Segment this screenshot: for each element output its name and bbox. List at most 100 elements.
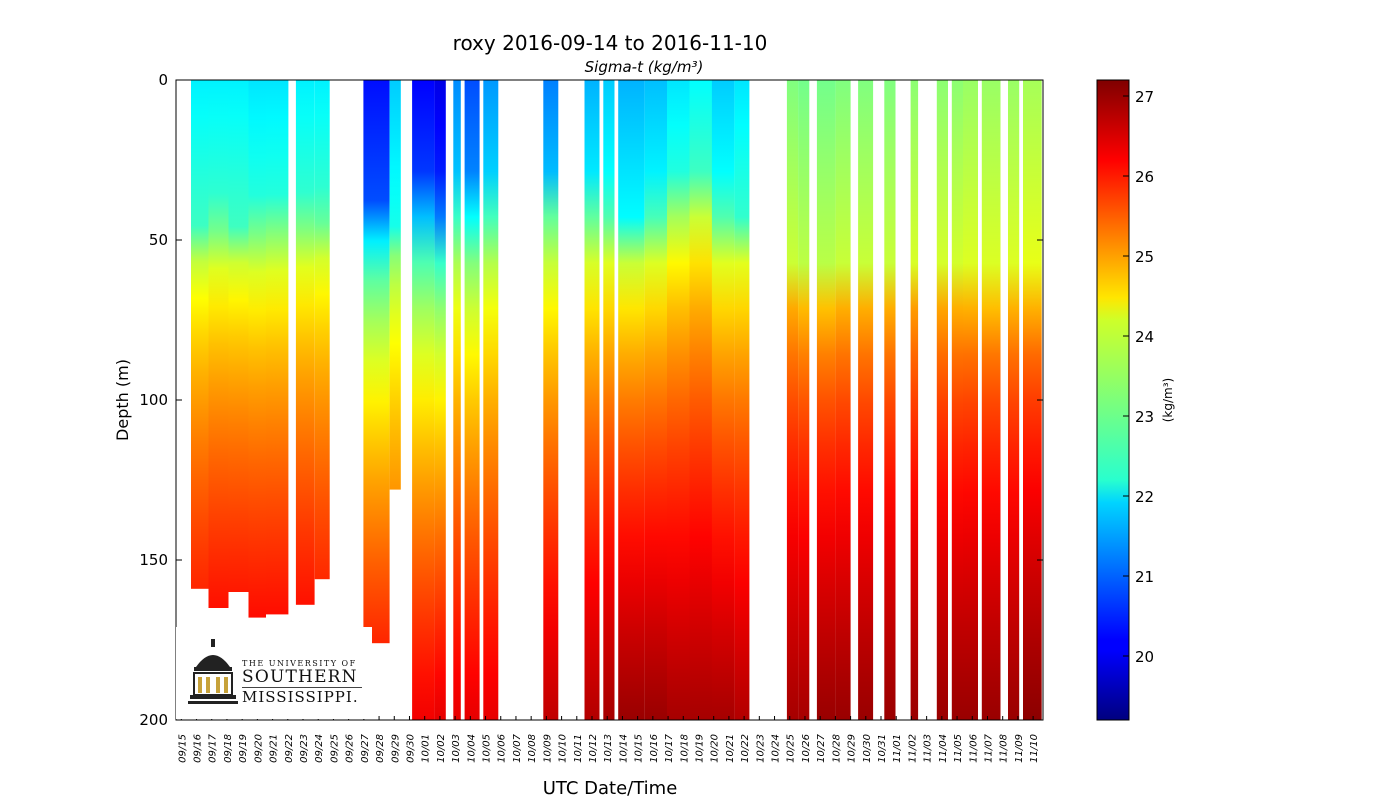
colorbar <box>1096 79 1130 721</box>
x-tick-label: 10/19 <box>695 734 706 763</box>
profile-segment <box>363 80 390 644</box>
y-tick-label: 200 <box>139 711 168 729</box>
profile-segment <box>191 80 209 589</box>
profile-segment <box>543 80 559 720</box>
x-tick-label: 11/01 <box>892 734 903 763</box>
x-tick-label: 11/07 <box>984 733 995 762</box>
x-tick-label: 09/26 <box>345 734 356 763</box>
x-tick-label: 09/16 <box>193 734 204 763</box>
x-tick-label: 10/23 <box>755 734 766 763</box>
x-tick-label: 10/06 <box>497 734 508 763</box>
profile-segment <box>464 80 480 720</box>
profile-segment <box>734 80 750 720</box>
x-tick-label: 11/10 <box>1029 734 1040 763</box>
x-tick-label: 09/28 <box>375 734 386 763</box>
profile-segment <box>618 80 645 720</box>
x-tick-label: 10/12 <box>588 734 599 763</box>
colorbar-label: (kg/m³) <box>1161 378 1175 422</box>
plot-area <box>191 80 1042 720</box>
x-tick-label: 10/22 <box>740 734 751 763</box>
profile-segment <box>884 80 896 720</box>
y-tick-label: 50 <box>149 231 168 249</box>
x-tick-label: 11/04 <box>938 734 949 763</box>
x-axis: 09/15 09/16 09/17 09/18 09/19 09/20 09/21 09/22… <box>177 716 1040 763</box>
profile-segment <box>228 80 249 592</box>
profile-segment <box>265 80 289 615</box>
chart-subtitle: Sigma-t (kg/m³) <box>585 58 704 76</box>
profile-segment <box>667 80 690 720</box>
x-tick-label: 09/30 <box>406 734 417 763</box>
profile-segment <box>1008 80 1020 720</box>
profile-segment <box>689 80 712 720</box>
colorbar-tick-label: 25 <box>1135 248 1154 266</box>
colorbar-tick-label: 20 <box>1135 648 1154 666</box>
logo-line-1: THE UNIVERSITY OF <box>242 659 357 668</box>
x-tick-label: 10/17 <box>664 733 675 762</box>
x-tick-label: 09/19 <box>238 734 249 763</box>
logo-wordmark: THE UNIVERSITY OF SOUTHERN MISSISSIPPI. <box>242 659 362 705</box>
profile-segment <box>910 80 919 720</box>
x-tick-label: 09/24 <box>314 734 325 763</box>
x-tick-label: 10/08 <box>527 734 538 763</box>
x-tick-label: 10/31 <box>877 734 888 763</box>
profile-segment <box>208 80 229 608</box>
colorbar-ticks: 20 21 22 23 24 25 26 27 <box>1123 88 1154 666</box>
x-tick-label: 09/23 <box>299 734 310 763</box>
x-tick-label: 11/09 <box>1014 734 1025 763</box>
x-tick-label: 11/03 <box>923 734 934 763</box>
x-tick-label: 10/05 <box>482 734 493 763</box>
x-tick-label: 10/02 <box>436 734 447 763</box>
x-tick-label: 10/24 <box>771 734 782 763</box>
x-tick-label: 09/21 <box>269 734 280 763</box>
logo-line-2: SOUTHERN <box>242 667 358 687</box>
colorbar-tick-label: 26 <box>1135 168 1154 186</box>
x-tick-label: 10/18 <box>679 734 690 763</box>
x-tick-label: 10/14 <box>618 734 629 763</box>
x-tick-label: 10/03 <box>451 734 462 763</box>
logo-line-3: MISSISSIPPI. <box>242 688 359 706</box>
profile-segment <box>412 80 435 720</box>
x-tick-label: 10/10 <box>558 734 569 763</box>
x-tick-label: 10/25 <box>786 734 797 763</box>
x-tick-label: 10/27 <box>816 733 827 762</box>
profile-segment <box>314 80 330 580</box>
profile-segment <box>951 80 963 720</box>
profile-segment <box>936 80 948 720</box>
profile-segment <box>389 80 401 490</box>
profile-segment <box>295 80 315 605</box>
x-tick-label: 09/22 <box>284 734 295 763</box>
x-tick-label: 10/11 <box>573 734 584 763</box>
x-tick-label: 09/27 <box>360 733 371 762</box>
x-tick-label: 09/29 <box>390 734 401 763</box>
profile-segment <box>798 80 810 720</box>
colorbar-tick-label: 24 <box>1135 328 1154 346</box>
y-tick-label: 0 <box>158 71 168 89</box>
usm-logo: THE UNIVERSITY OF SOUTHERN MISSISSIPPI. <box>176 627 372 719</box>
x-tick-label: 09/17 <box>208 733 219 762</box>
y-axis: 0 50 100 150 200 <box>139 71 1043 729</box>
x-tick-label: 09/18 <box>223 734 234 763</box>
x-tick-label: 10/01 <box>421 734 432 763</box>
profile-segment <box>981 80 1001 720</box>
chart-title: roxy 2016-09-14 to 2016-11-10 <box>453 31 768 55</box>
x-tick-label: 09/25 <box>329 734 340 763</box>
profile-segment <box>483 80 499 720</box>
x-tick-label: 11/02 <box>907 734 918 763</box>
profile-segment <box>434 80 446 720</box>
profile-segment <box>835 80 851 720</box>
profile-segment <box>644 80 667 720</box>
x-tick-label: 09/20 <box>253 734 264 763</box>
profile-segment <box>816 80 836 720</box>
y-tick-label: 150 <box>139 551 168 569</box>
x-tick-label: 11/05 <box>953 734 964 763</box>
x-tick-label: 10/16 <box>649 734 660 763</box>
x-tick-label: 10/04 <box>466 734 477 763</box>
colorbar-tick-label: 27 <box>1135 88 1154 106</box>
profile-segment <box>248 80 266 618</box>
x-tick-label: 11/08 <box>999 734 1010 763</box>
profile-segment <box>786 80 799 720</box>
colorbar-tick-label: 23 <box>1135 408 1154 426</box>
x-axis-label: UTC Date/Time <box>543 778 678 799</box>
x-tick-label: 10/28 <box>831 734 842 763</box>
colorbar-tick-label: 21 <box>1135 568 1154 586</box>
